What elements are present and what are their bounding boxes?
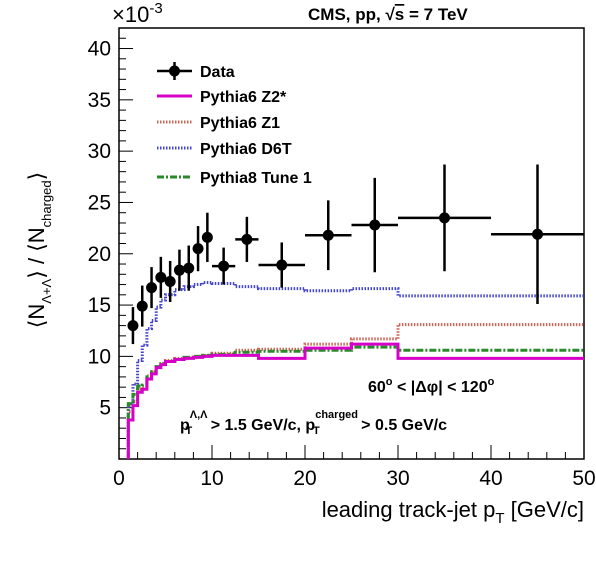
x-tick-label: 50	[572, 467, 595, 490]
x-tick-label: 20	[293, 467, 316, 490]
data-point-marker	[136, 300, 148, 312]
x-tick-label: 30	[386, 467, 409, 490]
data-point-marker	[218, 260, 230, 272]
data-point-marker	[146, 282, 158, 294]
plot-frame	[118, 27, 585, 460]
data-point	[183, 245, 195, 291]
data-point-marker	[183, 262, 195, 274]
series-pythia6-z2-	[126, 342, 584, 459]
data-point-marker	[322, 229, 334, 241]
y-axis-ticks: 5 10 15 20 25 30 35 40	[88, 27, 133, 460]
data-point	[212, 247, 236, 285]
data-point-marker	[439, 212, 450, 224]
legend-label: Pythia6 D6T	[200, 141, 292, 158]
x-axis-ticks: 0 10 20 30 40 50	[113, 445, 596, 490]
legend-entry: Pythia6 D6T	[157, 141, 292, 158]
data-point	[491, 164, 584, 305]
legend-entry: Data	[157, 62, 235, 81]
data-point	[201, 212, 213, 262]
data-point	[173, 249, 185, 291]
data-point	[164, 260, 176, 302]
y-tick-label: 40	[88, 38, 111, 61]
y-tick-label: 5	[99, 397, 111, 420]
series-pythia8-tune-1	[126, 345, 584, 459]
legend-entry: Pythia8 Tune 1	[157, 170, 312, 187]
legend-label: Data	[200, 64, 235, 81]
legend-swatch-marker	[169, 65, 180, 77]
y-tick-label: 35	[88, 89, 111, 112]
legend-entry: Pythia6 Z1	[157, 115, 280, 132]
data-point-marker	[127, 320, 139, 332]
data-point-marker	[164, 275, 176, 287]
legend-entry: Pythia6 Z2*	[157, 89, 287, 106]
data-point	[305, 200, 352, 271]
data-points-layer	[127, 164, 584, 345]
y-tick-label: 30	[88, 140, 111, 163]
y-tick-label: 10	[88, 345, 111, 368]
legend-label: Pythia8 Tune 1	[200, 170, 312, 187]
data-point	[398, 164, 491, 272]
data-point-marker	[241, 233, 253, 245]
legend-label: Pythia6 Z1	[200, 115, 280, 132]
x-tick-label: 10	[200, 467, 223, 490]
data-point	[258, 242, 305, 288]
chart-title: CMS, pp, √s = 7 TeV	[308, 5, 468, 24]
data-point	[136, 285, 148, 327]
series-pythia6-z1	[126, 323, 584, 459]
y-axis-title: ⟨NΛ+Λ⟩ / ⟨Ncharged⟩	[24, 172, 54, 328]
x-tick-label: 40	[479, 467, 502, 490]
y-title-sub1: Λ+Λ	[39, 278, 54, 303]
x-axis-title: leading track-jet pT [GeV/c]	[322, 497, 584, 527]
y-tick-label: 20	[88, 243, 111, 266]
data-point-marker	[155, 271, 167, 283]
data-point	[146, 267, 158, 309]
data-point	[127, 307, 139, 345]
data-point	[351, 177, 398, 273]
data-point	[235, 216, 259, 262]
x-tick-label: 0	[113, 467, 125, 490]
data-point	[155, 256, 167, 298]
data-point-marker	[369, 219, 381, 231]
data-point-marker	[532, 228, 543, 240]
data-point-marker	[173, 264, 185, 276]
y-tick-label: 25	[88, 191, 111, 214]
data-point-marker	[276, 259, 288, 271]
annotation-dphi: 60o < |Δφ| < 120o	[368, 376, 495, 396]
data-point-marker	[201, 231, 213, 243]
y-tick-label: 15	[88, 294, 111, 317]
legend-label: Pythia6 Z2*	[200, 89, 287, 106]
exponent-label: ×10-3	[112, 0, 163, 27]
annotation-cuts: pΛ,Λ T > 1.5 GeV/c, pcharged T > 0.5 GeV/c	[180, 409, 447, 437]
data-point	[192, 226, 204, 272]
data-point-marker	[192, 243, 204, 255]
legend: Data Pythia6 Z2* Pythia6 Z1 Pythia6 D6T Pyth…	[157, 62, 312, 187]
